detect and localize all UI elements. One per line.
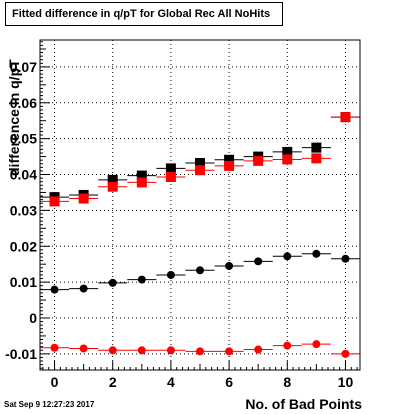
series-3-point (79, 284, 88, 293)
series-3-point (50, 285, 59, 294)
plot-frame (39, 39, 361, 371)
data-marks (40, 112, 360, 358)
series-3-point (254, 257, 263, 266)
x-tick-label: 2 (109, 374, 117, 390)
series-3-point (166, 270, 175, 279)
y-tick-label: 0 (29, 310, 37, 326)
y-tick-label: 0.02 (10, 238, 37, 254)
series-3-point (341, 254, 350, 263)
series-3-point (225, 261, 234, 270)
series-2-point (136, 177, 147, 188)
series-3-point (312, 249, 321, 258)
grid-lines (40, 40, 360, 370)
series-2-point (107, 181, 118, 192)
series-2-point (195, 165, 205, 176)
timestamp: Sat Sep 9 12:27:23 2017 (4, 400, 95, 409)
y-tick-label: 0.03 (10, 202, 37, 218)
series-4-point (341, 349, 350, 358)
y-tick-label: -0.01 (5, 346, 37, 362)
series-4-point (108, 346, 117, 355)
series-2-point (282, 154, 293, 165)
series-3-point (196, 266, 204, 275)
y-axis-label: difference in q/pT (6, 59, 22, 176)
x-tick-label: 10 (338, 374, 354, 390)
series-4-point (166, 346, 175, 355)
series-2-point (340, 112, 351, 123)
series-4-point (137, 346, 146, 355)
y-tick-label: 0.06 (10, 95, 37, 111)
series-2-point (49, 196, 60, 207)
series-1-point (195, 158, 205, 169)
series-4-point (196, 347, 204, 356)
series-1-point (224, 154, 235, 165)
series-4-point (254, 345, 263, 354)
y-tick-label: 0.05 (10, 131, 37, 147)
series-2-point (224, 160, 235, 171)
series-1-point (107, 174, 118, 185)
chart-title: Fitted difference in q/pT for Global Rec… (5, 2, 283, 26)
series-4-point (225, 347, 234, 356)
series-1-point (311, 142, 322, 153)
series-4-point (283, 341, 292, 350)
series-1-point (165, 163, 176, 174)
x-tick-label: 8 (283, 374, 291, 390)
series-2-point (311, 153, 322, 164)
series-4-point (50, 343, 59, 352)
y-tick-label: 0.04 (10, 167, 37, 183)
series-1-point (282, 146, 293, 157)
y-tick-label: 0.07 (10, 59, 37, 75)
series-3-point (283, 252, 292, 261)
y-tick-label: 0.01 (10, 274, 37, 290)
series-1-point (136, 170, 147, 181)
x-tick-label: 4 (167, 374, 175, 390)
series-2-point (165, 172, 176, 183)
series-2-point (253, 155, 264, 166)
x-axis-label: No. of Bad Points (245, 396, 362, 412)
x-tick-label: 0 (51, 374, 59, 390)
series-3-point (137, 275, 146, 284)
tick-labels: 0 2 4 6 8 10 -0.01 0 0.01 0.02 0.03 0.04 0.05 0.06 0.0… (5, 59, 353, 390)
series-4-point (79, 344, 88, 353)
series-2-point (78, 193, 89, 204)
series-4-point (312, 340, 321, 349)
axis-ticks (40, 41, 358, 370)
series-3-point (108, 278, 117, 287)
x-tick-label: 6 (225, 374, 233, 390)
